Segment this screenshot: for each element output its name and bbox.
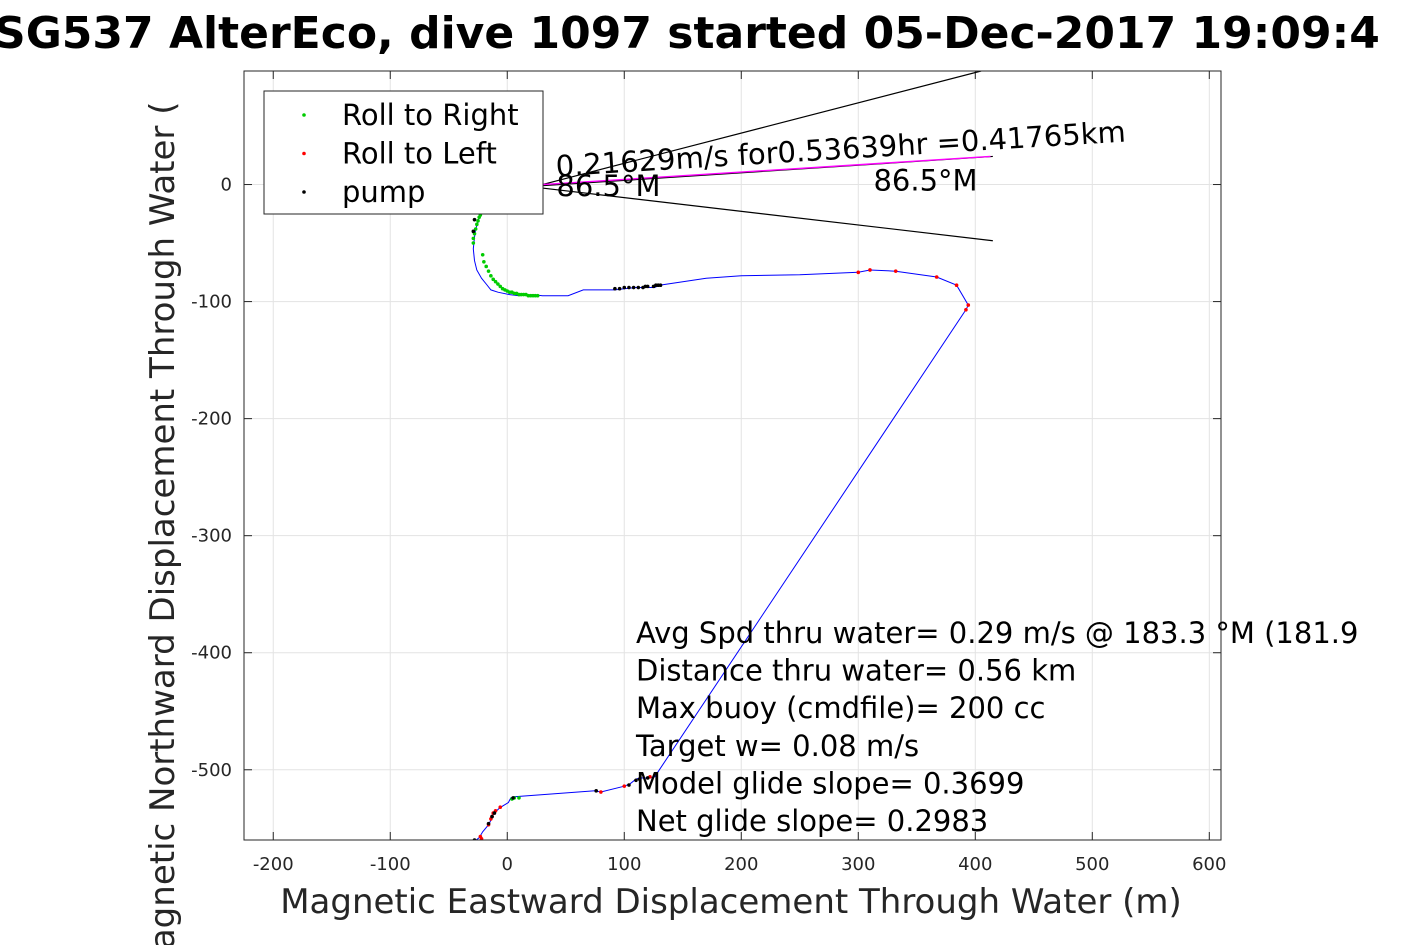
plot-frame <box>243 70 1222 841</box>
stats-block: Avg Spd thru water= 0.29 m/s @ 183.3 °M … <box>635 616 1358 838</box>
chart-title: SG537 AlterEco, dive 1097 started 05-Dec… <box>0 8 1380 59</box>
pump-point <box>658 283 663 287</box>
pump-point <box>645 776 650 780</box>
roll-left-point <box>893 269 898 273</box>
legend-marker <box>302 190 306 194</box>
roll-left-point <box>472 841 476 845</box>
y-tick-label: 0 <box>221 175 232 196</box>
legend-box <box>263 90 544 215</box>
stats-line: Target w= 0.08 m/s <box>635 729 919 763</box>
pump-point <box>645 284 650 289</box>
current-envelope-line <box>542 71 982 186</box>
y-axis-ticks: 0 -100 -200 -300 -400 -500 <box>191 175 1221 781</box>
pump-point <box>594 789 598 793</box>
pump-point <box>634 778 638 783</box>
pump-point <box>472 217 477 222</box>
roll-right-point <box>486 269 491 273</box>
roll-left-point <box>868 268 872 272</box>
stats-line: Max buoy (cmdfile)= 200 cc <box>636 691 1045 725</box>
roll-left-point <box>599 790 603 794</box>
stats-line: Model glide slope= 0.3699 <box>636 766 1024 800</box>
pump-point <box>471 229 476 234</box>
pump-point <box>636 285 641 290</box>
roll-right-point <box>535 293 540 298</box>
x-axis-ticks: -200 -100 0 100 200 300 400 500 600 <box>253 71 1226 875</box>
roll-right-point <box>498 284 503 289</box>
roll-left-point <box>856 270 861 275</box>
stats-line: Distance thru water= 0.56 km <box>636 654 1076 688</box>
y-tick-label: -300 <box>191 526 232 547</box>
stats-line: Net glide slope= 0.2983 <box>636 804 988 838</box>
legend-marker <box>302 113 306 117</box>
x-tick-label: 600 <box>1192 854 1226 875</box>
roll-right-point <box>493 279 498 284</box>
legend-label: pump <box>342 175 425 209</box>
roll-left-point <box>964 307 968 312</box>
pump-point <box>613 286 617 291</box>
stats-line: Avg Spd thru water= 0.29 m/s @ 183.3 °M … <box>636 616 1358 650</box>
current-vector-line <box>542 155 991 186</box>
roll-left-point <box>622 784 627 788</box>
roll-left-point <box>954 283 959 287</box>
legend: Roll to Right Roll to Left pump <box>263 90 544 215</box>
x-tick-label: -100 <box>370 854 411 875</box>
pump-point <box>631 285 636 290</box>
x-tick-label: 0 <box>502 854 513 875</box>
y-tick-label: -400 <box>191 643 232 664</box>
pump-point <box>637 777 642 781</box>
roll-right-point <box>489 274 493 278</box>
pump-point <box>492 811 497 815</box>
roll-right-point <box>517 796 521 800</box>
legend-label: Roll to Left <box>342 137 497 171</box>
pump-point <box>627 783 631 787</box>
x-tick-label: 100 <box>607 854 641 875</box>
x-tick-label: -200 <box>253 854 294 875</box>
legend-label: Roll to Right <box>342 98 519 132</box>
pump-point <box>486 821 491 826</box>
y-tick-label: -200 <box>191 409 232 430</box>
pump-point <box>490 814 494 819</box>
pump-point <box>511 796 515 800</box>
pump-point <box>627 285 631 290</box>
x-tick-label: 200 <box>724 854 758 875</box>
x-tick-label: 500 <box>1075 854 1109 875</box>
plot-area <box>471 71 993 845</box>
x-tick-label: 400 <box>958 854 992 875</box>
y-tick-label: -100 <box>191 292 232 313</box>
y-axis-label: Magnetic Northward Displacement Through … <box>143 102 183 945</box>
roll-right-point <box>471 236 476 241</box>
roll-left-point <box>934 275 939 279</box>
roll-right-point <box>480 252 485 257</box>
roll-right-point <box>475 222 479 227</box>
roll-right-point <box>473 227 478 231</box>
y-tick-label: -500 <box>191 760 232 781</box>
x-axis-label: Magnetic Eastward Displacement Through W… <box>280 882 1182 922</box>
roll-right-point <box>496 282 500 286</box>
roll-right-point <box>484 264 489 269</box>
x-tick-label: 300 <box>841 854 875 875</box>
current-envelope-line <box>542 187 993 242</box>
roll-right-point <box>471 241 476 245</box>
pump-point <box>622 285 627 290</box>
roll-left-point <box>498 805 503 810</box>
roll-right-point <box>491 277 496 282</box>
roll-left-point <box>479 837 484 840</box>
annotation-label: 86.5°M <box>873 163 977 197</box>
roll-right-point <box>476 219 480 223</box>
legend-marker <box>302 151 306 156</box>
roll-left-point <box>966 303 971 307</box>
pump-point <box>617 286 622 291</box>
annotation-label: 86.5°M <box>556 169 660 203</box>
roll-right-point <box>482 259 486 264</box>
